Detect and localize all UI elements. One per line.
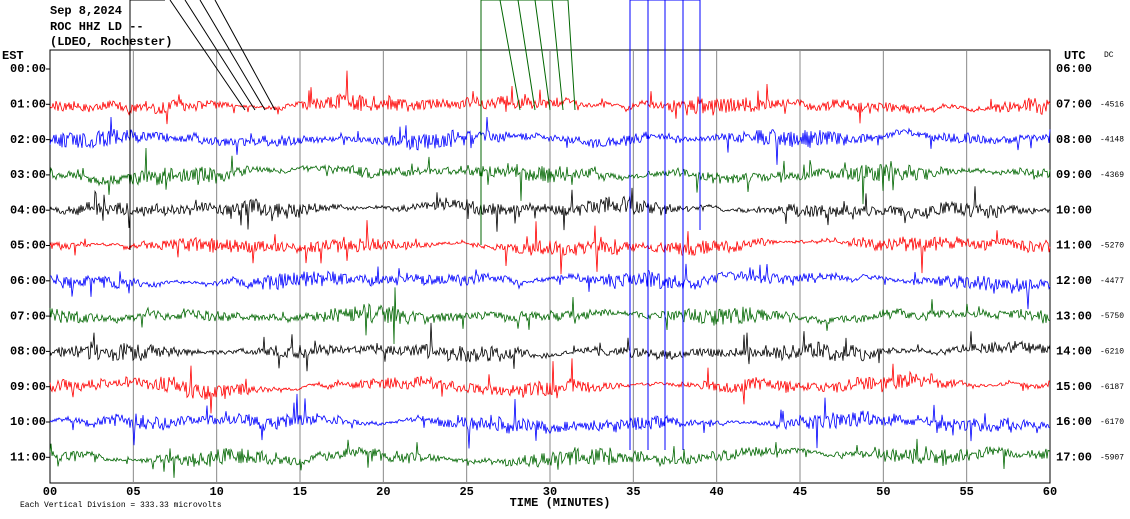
x-tick-label: 10 <box>209 485 223 499</box>
dc-value: -5907 <box>1100 453 1124 462</box>
x-tick-label: 55 <box>959 485 973 499</box>
right-axis-title: UTC <box>1064 49 1086 63</box>
right-tick-label: 06:00 <box>1056 62 1092 76</box>
x-tick-label: 25 <box>459 485 473 499</box>
right-tick-label: 12:00 <box>1056 274 1092 288</box>
grid <box>132 50 968 483</box>
x-tick-label: 45 <box>793 485 807 499</box>
x-tick-label: 40 <box>709 485 723 499</box>
right-tick-label: 14:00 <box>1056 345 1092 359</box>
trace <box>49 147 1051 205</box>
x-tick-label: 15 <box>293 485 307 499</box>
x-tick-label: 60 <box>1043 485 1057 499</box>
left-tick-label: 07:00 <box>10 309 46 323</box>
left-tick-label: 01:00 <box>10 97 46 111</box>
trace <box>49 438 1051 478</box>
dc-value: -4516 <box>1100 100 1124 109</box>
trace <box>49 263 1051 310</box>
left-tick-label: 05:00 <box>10 239 46 253</box>
x-axis-title: TIME (MINUTES) <box>510 496 611 510</box>
right-tick-label: 08:00 <box>1056 133 1092 147</box>
dc-value: -6210 <box>1100 348 1124 357</box>
right-tick-label: 09:00 <box>1056 168 1092 182</box>
dc-title: DC <box>1104 51 1114 60</box>
left-tick-label: 02:00 <box>10 133 46 147</box>
left-tick-label: 08:00 <box>10 345 46 359</box>
right-tick-label: 17:00 <box>1056 450 1092 464</box>
dc-value: -6187 <box>1100 383 1124 392</box>
header-network: (LDEO, Rochester) <box>50 35 172 49</box>
event-markers <box>129 0 701 450</box>
right-tick-label: 16:00 <box>1056 415 1092 429</box>
left-axis-title: EST <box>2 49 24 63</box>
right-tick-label: 11:00 <box>1056 239 1092 253</box>
trace <box>49 287 1051 345</box>
traces <box>49 70 1051 478</box>
dc-value: -5270 <box>1100 242 1124 251</box>
right-tick-label: 10:00 <box>1056 203 1092 217</box>
x-tick-label: 50 <box>876 485 890 499</box>
left-tick-label: 11:00 <box>10 450 46 464</box>
x-tick-label: 20 <box>376 485 390 499</box>
right-tick-label: 15:00 <box>1056 380 1092 394</box>
right-tick-label: 13:00 <box>1056 309 1092 323</box>
left-tick-label: 09:00 <box>10 380 46 394</box>
x-tick-label: 30 <box>543 485 557 499</box>
left-tick-label: 00:00 <box>10 62 46 76</box>
dc-value: -4148 <box>1100 136 1124 145</box>
trace <box>49 186 1051 232</box>
trace <box>49 116 1051 165</box>
right-tick-label: 07:00 <box>1056 97 1092 111</box>
x-tick-label: 00 <box>43 485 57 499</box>
left-tick-label: 04:00 <box>10 203 46 217</box>
x-tick-label: 05 <box>126 485 140 499</box>
header-station: ROC HHZ LD -- <box>50 20 144 34</box>
trace <box>49 220 1051 275</box>
trace <box>49 358 1051 414</box>
dc-value: -6170 <box>1100 418 1124 427</box>
left-tick-label: 03:00 <box>10 168 46 182</box>
header-date: Sep 8,2024 <box>50 4 122 18</box>
dc-value: -5750 <box>1100 312 1124 321</box>
dc-value: -4369 <box>1100 171 1124 180</box>
left-tick-label: 10:00 <box>10 415 46 429</box>
trace <box>49 70 1051 125</box>
trace <box>49 393 1051 449</box>
x-tick-label: 35 <box>626 485 640 499</box>
footer: Each Vertical Division = 333.33 microvol… <box>20 501 222 510</box>
left-tick-label: 06:00 <box>10 274 46 288</box>
trace <box>49 322 1051 372</box>
dc-value: -4477 <box>1100 277 1124 286</box>
